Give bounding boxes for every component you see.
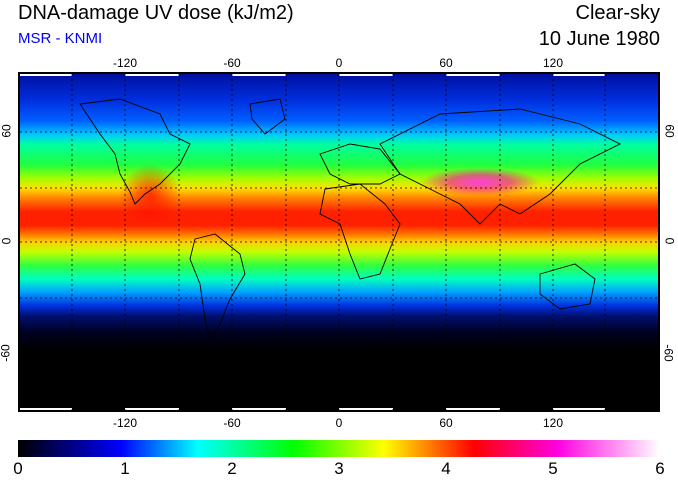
lat-tick-left: -60 xyxy=(0,344,13,362)
sky-condition-label: Clear-sky xyxy=(575,2,660,24)
coastlines xyxy=(79,98,622,341)
colorbar xyxy=(18,440,660,457)
lon-tick-top: -120 xyxy=(112,56,138,70)
lon-tick-top: -60 xyxy=(223,56,241,70)
map-overlay xyxy=(20,74,658,410)
lon-tick-bottom: -120 xyxy=(112,416,138,430)
lat-tick-right: 60 xyxy=(662,124,677,138)
lon-tick-bottom: 60 xyxy=(439,416,453,430)
lat-tick-right: -60 xyxy=(661,344,676,362)
uv-dose-field xyxy=(18,72,660,412)
lat-tick-left: 60 xyxy=(0,124,14,138)
colorbar-label: 1 xyxy=(120,459,130,478)
date-label: 10 June 1980 xyxy=(538,28,660,50)
lat-tick-right: 0 xyxy=(662,237,677,245)
lon-tick-top: 60 xyxy=(439,56,453,70)
frame-ticks xyxy=(20,74,605,410)
source-label: MSR - KNMI xyxy=(18,30,103,47)
colorbar-label: 0 xyxy=(13,459,23,478)
colorbar-label: 3 xyxy=(334,459,344,478)
colorbar-label: 6 xyxy=(655,459,665,478)
lon-tick-bottom: 120 xyxy=(542,416,564,430)
lon-tick-bottom: -60 xyxy=(223,416,241,430)
lon-tick-bottom: 0 xyxy=(335,416,343,430)
graticule xyxy=(20,74,658,410)
colorbar-label: 5 xyxy=(548,459,558,478)
colorbar-label: 4 xyxy=(441,459,451,478)
lon-tick-top: 120 xyxy=(542,56,564,70)
colorbar-label: 2 xyxy=(227,459,237,478)
lat-tick-left: 0 xyxy=(0,237,14,245)
lon-tick-top: 0 xyxy=(335,56,343,70)
map-title: DNA-damage UV dose (kJ/m2) xyxy=(18,2,294,24)
